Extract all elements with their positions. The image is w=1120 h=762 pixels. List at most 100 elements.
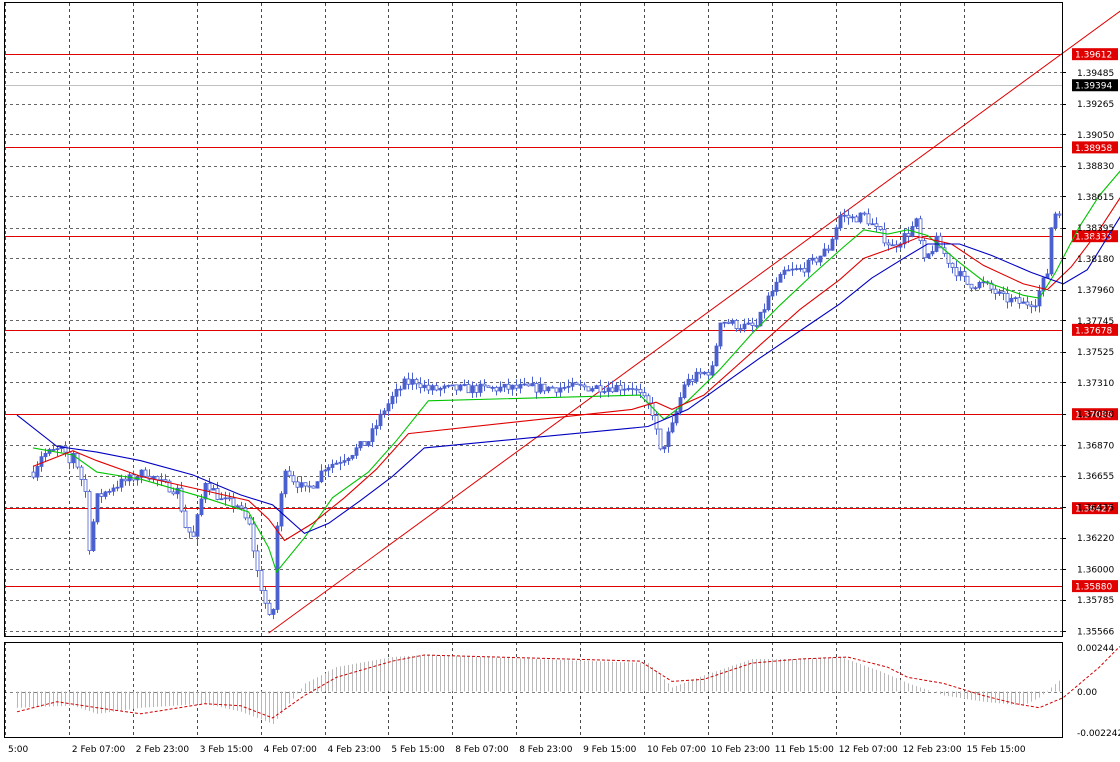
candle-body xyxy=(351,455,354,458)
candle-body xyxy=(799,268,802,269)
candle-body xyxy=(252,524,255,551)
candle-body xyxy=(383,411,386,414)
candle-body xyxy=(56,449,59,450)
candle-body xyxy=(431,386,434,390)
candle-body xyxy=(479,384,482,392)
candle-body xyxy=(871,224,874,225)
candle-body xyxy=(978,282,981,287)
level-label: 1.39612 xyxy=(1075,51,1112,61)
candle-body xyxy=(499,387,502,391)
candle-body xyxy=(184,511,187,527)
candle-body xyxy=(639,389,642,392)
y-tick-label: 1.36220 xyxy=(1077,534,1114,544)
candle-body xyxy=(487,386,490,388)
candle-body xyxy=(823,249,826,256)
candle-body xyxy=(411,379,414,384)
candle-body xyxy=(403,379,406,389)
candle-body xyxy=(1026,302,1029,305)
candle-body xyxy=(567,386,570,387)
candle-body xyxy=(547,387,550,391)
candle-body xyxy=(587,387,590,391)
candle-body xyxy=(795,269,798,270)
candle-body xyxy=(815,258,818,262)
candle-body xyxy=(463,384,466,385)
candle-body xyxy=(843,215,846,216)
osc-y-tick-label: -0.002242 xyxy=(1077,729,1120,739)
candle-body xyxy=(399,389,402,390)
candle-body xyxy=(875,224,878,227)
candle-body xyxy=(1006,293,1009,301)
candle-body xyxy=(236,506,239,507)
candle-body xyxy=(747,323,750,324)
candle-body xyxy=(331,464,334,467)
candle-body xyxy=(120,479,123,487)
candle-body xyxy=(144,470,147,476)
candle-body xyxy=(827,249,830,250)
osc-y-tick-label: 0.00 xyxy=(1077,688,1097,698)
x-tick-label: 4 Feb 07:00 xyxy=(264,745,318,755)
candle-body xyxy=(224,498,227,499)
y-tick-label: 1.36870 xyxy=(1077,442,1114,452)
candle-body xyxy=(619,385,622,390)
candle-body xyxy=(276,526,279,609)
oscillator-panel-frame xyxy=(5,643,1063,738)
x-tick-label: 11 Feb 15:00 xyxy=(775,745,834,755)
candle-body xyxy=(883,230,886,243)
candle-body xyxy=(779,274,782,282)
osc-y-tick-label: 0.00244 xyxy=(1077,644,1114,654)
candle-body xyxy=(783,270,786,274)
candle-body xyxy=(304,483,307,486)
candle-body xyxy=(947,254,950,264)
candle-body xyxy=(787,270,790,271)
candle-body xyxy=(595,386,598,389)
candle-body xyxy=(951,263,954,267)
candle-body xyxy=(32,472,35,477)
candle-body xyxy=(819,256,822,262)
candle-body xyxy=(811,258,814,260)
candle-body xyxy=(527,384,530,386)
candle-body xyxy=(212,488,215,490)
candle-body xyxy=(515,385,518,388)
trend-line xyxy=(269,6,1120,633)
x-tick-label: 8 Feb 07:00 xyxy=(455,745,509,755)
x-tick-label: 12 Feb 07:00 xyxy=(839,745,898,755)
candle-body xyxy=(292,476,295,482)
candle-body xyxy=(735,320,738,328)
candle-body xyxy=(959,271,962,275)
candle-body xyxy=(164,480,167,482)
candle-body xyxy=(387,404,390,411)
candle-body xyxy=(599,386,602,392)
candle-body xyxy=(435,386,438,390)
candle-body xyxy=(300,483,303,488)
candle-body xyxy=(963,271,966,276)
candle-body xyxy=(803,268,806,272)
level-label: 1.37678 xyxy=(1075,326,1112,336)
x-tick-label: 5 Feb 15:00 xyxy=(391,745,445,755)
y-tick-label: 1.36435 xyxy=(1077,504,1114,514)
candle-body xyxy=(92,522,95,551)
y-tick-label: 1.36000 xyxy=(1077,566,1114,576)
candle-body xyxy=(1058,214,1061,215)
candle-body xyxy=(907,233,910,236)
candle-body xyxy=(256,551,259,571)
candle-body xyxy=(719,323,722,346)
candle-body xyxy=(583,385,586,387)
candle-body xyxy=(423,385,426,387)
candle-body xyxy=(335,463,338,464)
candle-body xyxy=(791,269,794,270)
candle-body xyxy=(739,329,742,330)
y-tick-label: 1.38180 xyxy=(1077,255,1114,265)
candle-body xyxy=(623,389,626,390)
candle-body xyxy=(260,571,263,591)
candle-body xyxy=(1010,298,1013,302)
candle-body xyxy=(603,392,606,393)
candle-body xyxy=(994,289,997,293)
candle-body xyxy=(715,346,718,366)
x-tick-label: 10 Feb 07:00 xyxy=(647,745,706,755)
candle-body xyxy=(575,383,578,385)
candle-body xyxy=(491,387,494,388)
x-tick-label: 15 Feb 15:00 xyxy=(967,745,1026,755)
candle-body xyxy=(727,322,730,323)
candle-body xyxy=(955,267,958,275)
candle-body xyxy=(1046,274,1049,278)
